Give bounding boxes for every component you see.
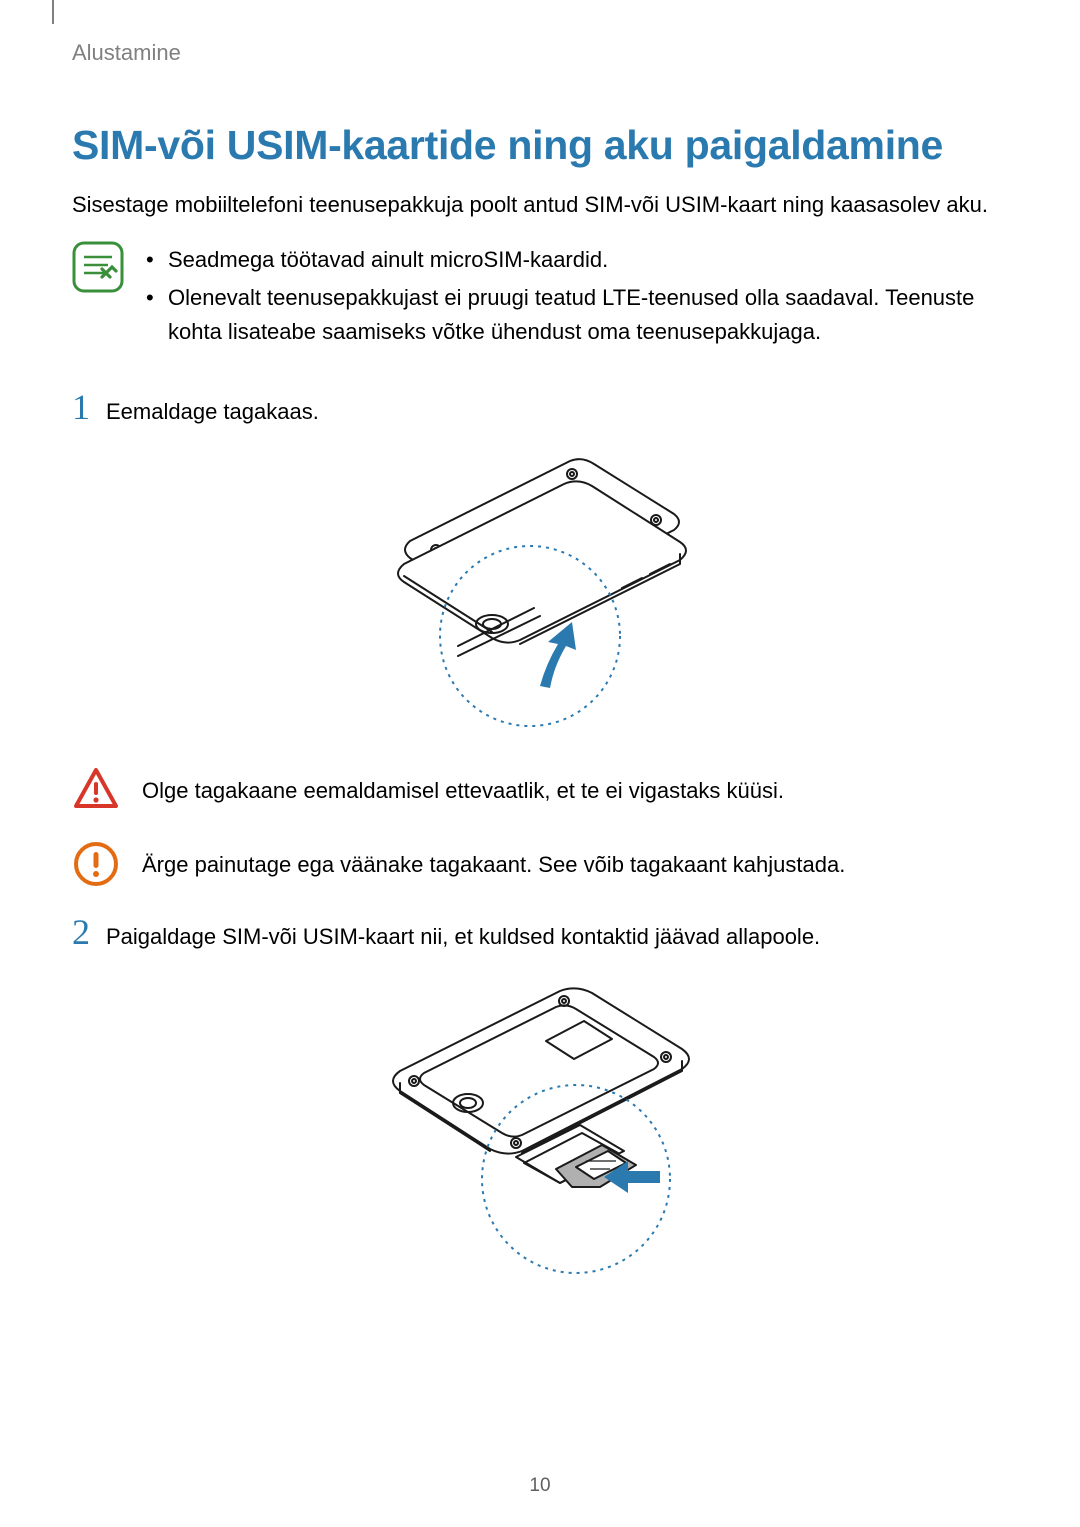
note-list: Seadmega töötavad ainult microSIM-kaardi… <box>142 241 1008 353</box>
caution-icon <box>72 840 120 888</box>
caution-text: Ärge painutage ega väänake tagakaant. Se… <box>142 848 845 881</box>
warning-icon <box>72 766 120 814</box>
step-number: 2 <box>72 914 90 950</box>
page-heading: SIM-või USIM-kaartide ning aku paigaldam… <box>72 122 1008 169</box>
step-text: Eemaldage tagakaas. <box>106 395 319 428</box>
warning-text: Olge tagakaane eemaldamisel ettevaatlik,… <box>142 774 784 807</box>
warning-row: Olge tagakaane eemaldamisel ettevaatlik,… <box>72 766 1008 814</box>
breadcrumb: Alustamine <box>72 40 1008 66</box>
header-tab-mark <box>52 0 54 24</box>
step-1: 1 Eemaldage tagakaas. <box>72 389 1008 428</box>
note-icon <box>72 241 124 293</box>
note-item: Seadmega töötavad ainult microSIM-kaardi… <box>142 243 1008 277</box>
intro-paragraph: Sisestage mobiiltelefoni teenusepakkuja … <box>72 189 1008 221</box>
illustration-remove-cover <box>72 446 1008 736</box>
note-item: Olenevalt teenusepakkujast ei pruugi tea… <box>142 281 1008 349</box>
note-block: Seadmega töötavad ainult microSIM-kaardi… <box>72 241 1008 353</box>
illustration-insert-sim <box>72 971 1008 1281</box>
caution-row: Ärge painutage ega väänake tagakaant. Se… <box>72 840 1008 888</box>
page-number: 10 <box>0 1475 1080 1497</box>
step-text: Paigaldage SIM-või USIM-kaart nii, et ku… <box>106 920 820 953</box>
step-2: 2 Paigaldage SIM-või USIM-kaart nii, et … <box>72 914 1008 953</box>
step-number: 1 <box>72 389 90 425</box>
